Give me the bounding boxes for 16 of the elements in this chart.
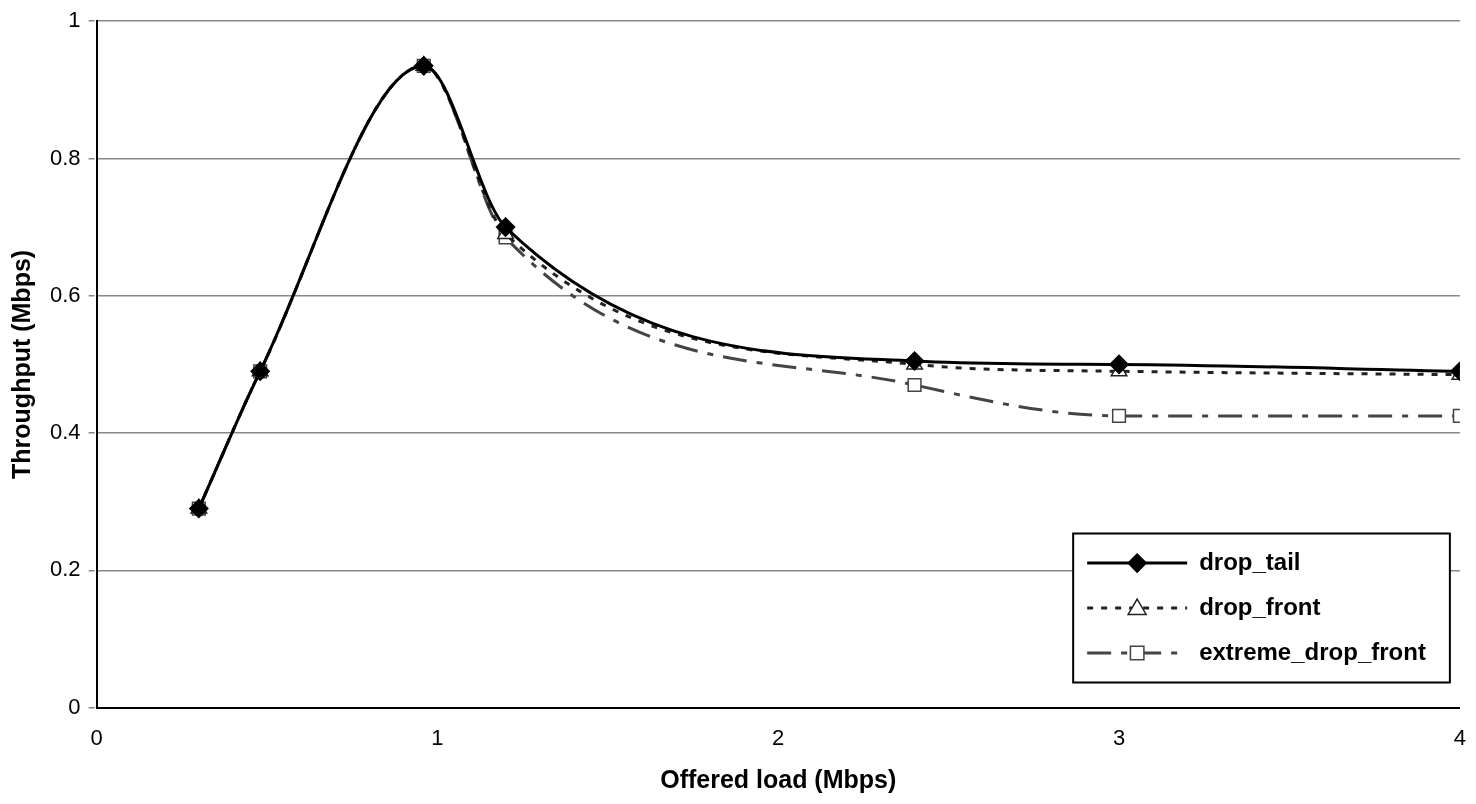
y-tick-label: 0.2 xyxy=(49,556,81,582)
x-tick-label: 3 xyxy=(1112,724,1126,750)
x-axis-title: Offered load (Mbps) xyxy=(660,764,897,793)
x-tick-label: 4 xyxy=(1453,724,1467,750)
y-tick-label: 0.6 xyxy=(49,281,81,307)
legend-label: drop_front xyxy=(1199,592,1321,620)
y-tick-label: 0.4 xyxy=(49,419,81,445)
x-tick-label: 0 xyxy=(90,724,103,750)
legend-label: drop_tail xyxy=(1199,547,1301,575)
y-tick-label: 1 xyxy=(68,7,81,33)
y-axis-title: Throughput (Mbps) xyxy=(6,249,35,479)
x-tick-label: 1 xyxy=(431,724,444,750)
y-tick-label: 0 xyxy=(68,693,81,719)
y-tick-label: 0.8 xyxy=(49,144,81,170)
legend-label: extreme_drop_front xyxy=(1199,637,1426,665)
x-tick-label: 2 xyxy=(772,724,785,750)
